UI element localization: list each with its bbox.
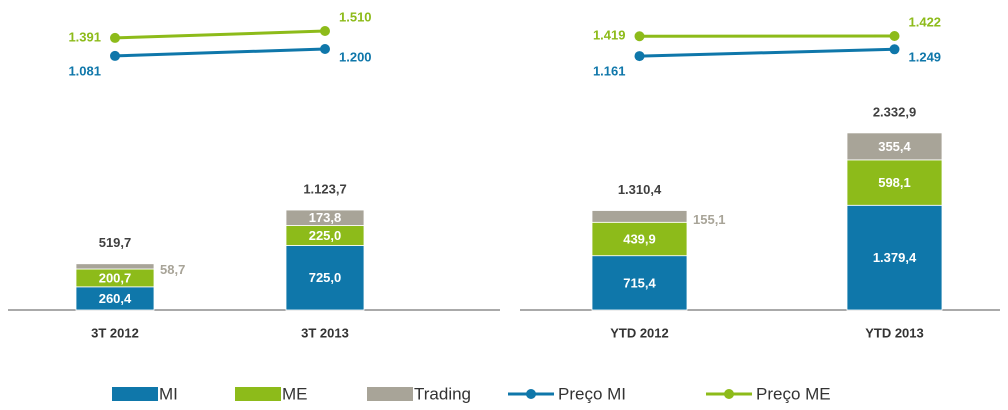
legend-label: Trading bbox=[414, 384, 471, 403]
price-label: 1.200 bbox=[339, 49, 372, 64]
price-point bbox=[890, 31, 900, 41]
data-label: 725,0 bbox=[309, 270, 342, 285]
price-point bbox=[110, 51, 120, 61]
legend-label: ME bbox=[282, 384, 308, 403]
legend-label: Preço ME bbox=[756, 384, 831, 403]
price-line bbox=[640, 49, 895, 56]
data-label: 200,7 bbox=[99, 270, 132, 285]
data-label: 1.379,4 bbox=[873, 250, 917, 265]
price-point bbox=[635, 31, 645, 41]
legend-label: MI bbox=[159, 384, 178, 403]
price-label: 1.422 bbox=[909, 14, 942, 29]
price-point bbox=[320, 44, 330, 54]
legend-swatch bbox=[526, 389, 536, 399]
data-label: 260,4 bbox=[99, 291, 132, 306]
price-label: 1.419 bbox=[593, 28, 626, 43]
price-point bbox=[110, 33, 120, 43]
price-label: 1.510 bbox=[339, 9, 372, 24]
legend-label: Preço MI bbox=[558, 384, 626, 403]
data-label: 58,7 bbox=[160, 262, 185, 277]
total-label: 1.123,7 bbox=[303, 181, 346, 196]
data-label: 355,4 bbox=[878, 139, 911, 154]
price-line bbox=[115, 31, 325, 38]
x-tick-label: YTD 2012 bbox=[610, 325, 669, 340]
price-line bbox=[115, 49, 325, 56]
data-label: 715,4 bbox=[623, 275, 656, 290]
bar-segment bbox=[592, 211, 687, 223]
legend-swatch bbox=[235, 387, 281, 401]
price-label: 1.081 bbox=[68, 63, 101, 78]
price-point bbox=[890, 44, 900, 54]
data-label: 225,0 bbox=[309, 228, 342, 243]
legend: MI ME Trading Preço MI Preço ME bbox=[112, 384, 831, 403]
total-label: 1.310,4 bbox=[618, 182, 662, 197]
data-label: 173,8 bbox=[309, 210, 342, 225]
x-tick-label: YTD 2013 bbox=[865, 325, 924, 340]
total-label: 2.332,9 bbox=[873, 104, 916, 119]
data-label: 155,1 bbox=[693, 212, 726, 227]
price-point bbox=[320, 26, 330, 36]
price-label: 1.391 bbox=[68, 29, 101, 44]
bar-segment bbox=[76, 264, 154, 269]
x-tick-label: 3T 2012 bbox=[91, 325, 139, 340]
data-label: 439,9 bbox=[623, 231, 656, 246]
price-label: 1.161 bbox=[593, 64, 626, 79]
legend-swatch bbox=[724, 389, 734, 399]
x-tick-label: 3T 2013 bbox=[301, 325, 349, 340]
total-label: 519,7 bbox=[99, 235, 132, 250]
legend-swatch bbox=[367, 387, 413, 401]
price-label: 1.249 bbox=[909, 50, 942, 65]
price-point bbox=[635, 51, 645, 61]
data-label: 598,1 bbox=[878, 175, 911, 190]
legend-swatch bbox=[112, 387, 158, 401]
